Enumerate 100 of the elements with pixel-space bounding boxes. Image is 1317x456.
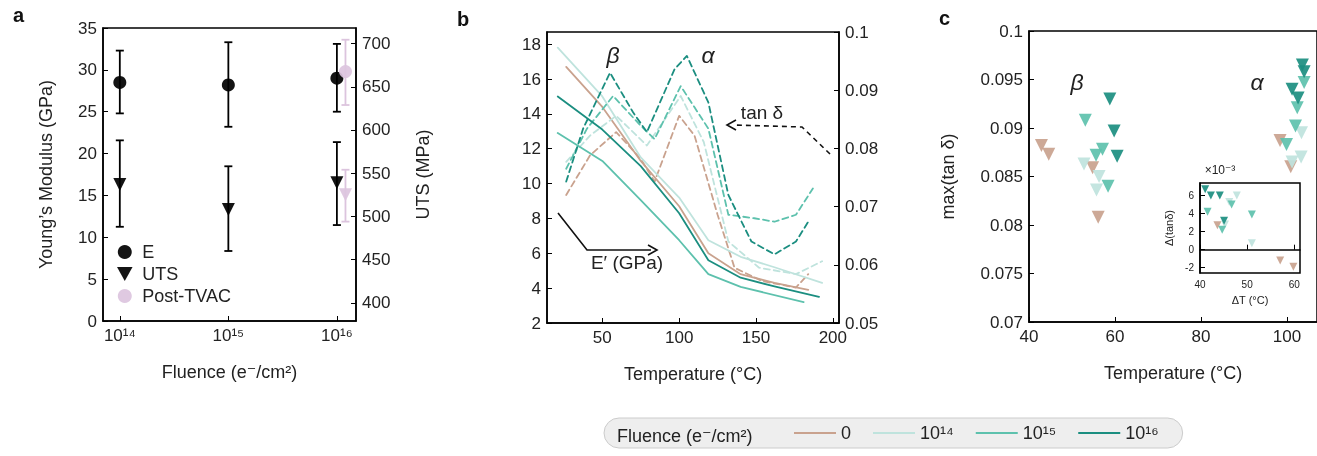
- legend-label: 10¹⁵: [1022, 423, 1057, 443]
- legend-label: 0: [841, 423, 852, 443]
- chart-title: c: [939, 7, 951, 29]
- legend-label: 10¹⁶: [1125, 423, 1159, 443]
- y-tick-label: 8: [531, 208, 541, 228]
- x-tick-label: 10¹⁴: [103, 326, 136, 345]
- point: [1034, 138, 1048, 152]
- point: [1218, 225, 1227, 234]
- y2-tick-label: 700: [362, 34, 391, 54]
- y2-tick-label: 0.1: [845, 22, 869, 42]
- x-tick-label: 60: [1288, 278, 1301, 290]
- point: [1089, 148, 1103, 162]
- point: [1289, 262, 1298, 271]
- y-tick-label: 4: [531, 278, 541, 298]
- point: [1103, 92, 1117, 106]
- chart-title: b: [457, 8, 470, 30]
- y-tick-label: 0.095: [980, 70, 1023, 89]
- legend-label: 10¹⁴: [920, 423, 954, 443]
- y-tick-label: 12: [522, 139, 541, 159]
- point: [1294, 150, 1308, 164]
- point: [1110, 149, 1124, 163]
- x-tick-label: 10¹⁶: [321, 326, 353, 345]
- y2-tick-label: 650: [362, 77, 391, 97]
- y-tick-label: 25: [78, 102, 97, 122]
- point: [1092, 170, 1106, 183]
- y-tick-label: 5: [87, 269, 97, 289]
- y-axis-title: max(tan δ): [938, 133, 958, 220]
- x-tick-label: 100: [1272, 327, 1302, 346]
- x-tick-label: 200: [818, 328, 848, 347]
- x-tick-label: 100: [664, 328, 694, 347]
- y-tick-label: 0.085: [980, 167, 1023, 186]
- y2-tick-label: 0.07: [845, 197, 879, 217]
- y2-tick-label: 0.06: [845, 255, 879, 275]
- y-tick-label: 2: [1188, 226, 1195, 238]
- point: [1042, 147, 1056, 161]
- y-tick-label: 10: [78, 227, 97, 247]
- x-tick-label: 50: [592, 328, 612, 347]
- point: [1078, 113, 1092, 127]
- y2-tick-label: 0.08: [845, 138, 879, 158]
- point: [1297, 65, 1311, 79]
- y-tick-label: 0.075: [980, 264, 1023, 283]
- x-axis-title: Temperature (°C): [623, 364, 763, 384]
- y-tick-label: 2: [531, 313, 541, 333]
- legend-label: Post-TVAC: [142, 286, 231, 306]
- point: [1077, 157, 1091, 171]
- point: [1213, 221, 1222, 230]
- y-axis-title: Young’s Modulus (GPa): [36, 79, 56, 270]
- x-tick-label: 60: [1105, 327, 1125, 346]
- y-tick-label: 20: [78, 144, 97, 164]
- point: [1290, 101, 1304, 115]
- y-tick-label: 10: [522, 174, 541, 194]
- y2-tick-label: 500: [362, 206, 391, 226]
- y-tick-label: -2: [1185, 262, 1195, 274]
- y-tick-label: 14: [522, 104, 541, 124]
- annotation: β: [605, 42, 620, 68]
- annotation: ×10⁻³: [1204, 163, 1236, 177]
- chart-title: a: [13, 4, 25, 26]
- y2-tick-label: 450: [362, 250, 391, 270]
- x-tick-label: 80: [1191, 327, 1211, 346]
- point: [1089, 183, 1103, 197]
- x-tick-label: 150: [741, 328, 771, 347]
- point: [1295, 126, 1309, 140]
- y-tick-label: 35: [78, 18, 97, 38]
- point: [1201, 185, 1210, 194]
- y-tick-label: 0: [1188, 244, 1195, 256]
- point: [221, 203, 235, 216]
- point: [1107, 124, 1121, 138]
- y2-tick-label: 0.05: [845, 313, 879, 333]
- line-series: [556, 46, 823, 284]
- y-tick-label: 4: [1188, 208, 1195, 220]
- annotation: α: [701, 42, 716, 68]
- point: [1285, 155, 1299, 169]
- point: [113, 177, 127, 191]
- y-tick-label: 0: [87, 311, 97, 331]
- annotation: E′ (GPa): [590, 251, 664, 273]
- y-axis-title: Δ(tanδ): [1162, 210, 1175, 247]
- x-axis-title: Fluence (e⁻/cm²): [161, 362, 298, 382]
- y-tick-label: 0.09: [989, 118, 1023, 138]
- annotation: β: [1069, 69, 1084, 95]
- point: [330, 176, 344, 190]
- point: [1289, 119, 1303, 133]
- point: [1101, 179, 1115, 193]
- y-tick-label: 16: [522, 69, 541, 89]
- x-tick-label: 50: [1241, 278, 1254, 290]
- x-axis-title: Temperature (°C): [1103, 363, 1243, 383]
- legend-label: E: [142, 242, 155, 262]
- point: [1291, 91, 1305, 105]
- point: [1086, 161, 1100, 175]
- legend-label: UTS: [142, 264, 179, 284]
- y2-tick-label: 550: [362, 163, 391, 183]
- y-tick-label: 6: [531, 243, 541, 263]
- point: [1279, 137, 1293, 151]
- y2-tick-label: 400: [362, 293, 391, 313]
- y2-tick-label: 600: [362, 120, 391, 140]
- point: [1096, 142, 1109, 156]
- y-tick-label: 15: [78, 185, 97, 205]
- y-tick-label: 0.08: [989, 215, 1023, 235]
- point: [1285, 82, 1299, 96]
- legend-title: Fluence (e⁻/cm²): [617, 426, 753, 446]
- point: [1297, 75, 1311, 89]
